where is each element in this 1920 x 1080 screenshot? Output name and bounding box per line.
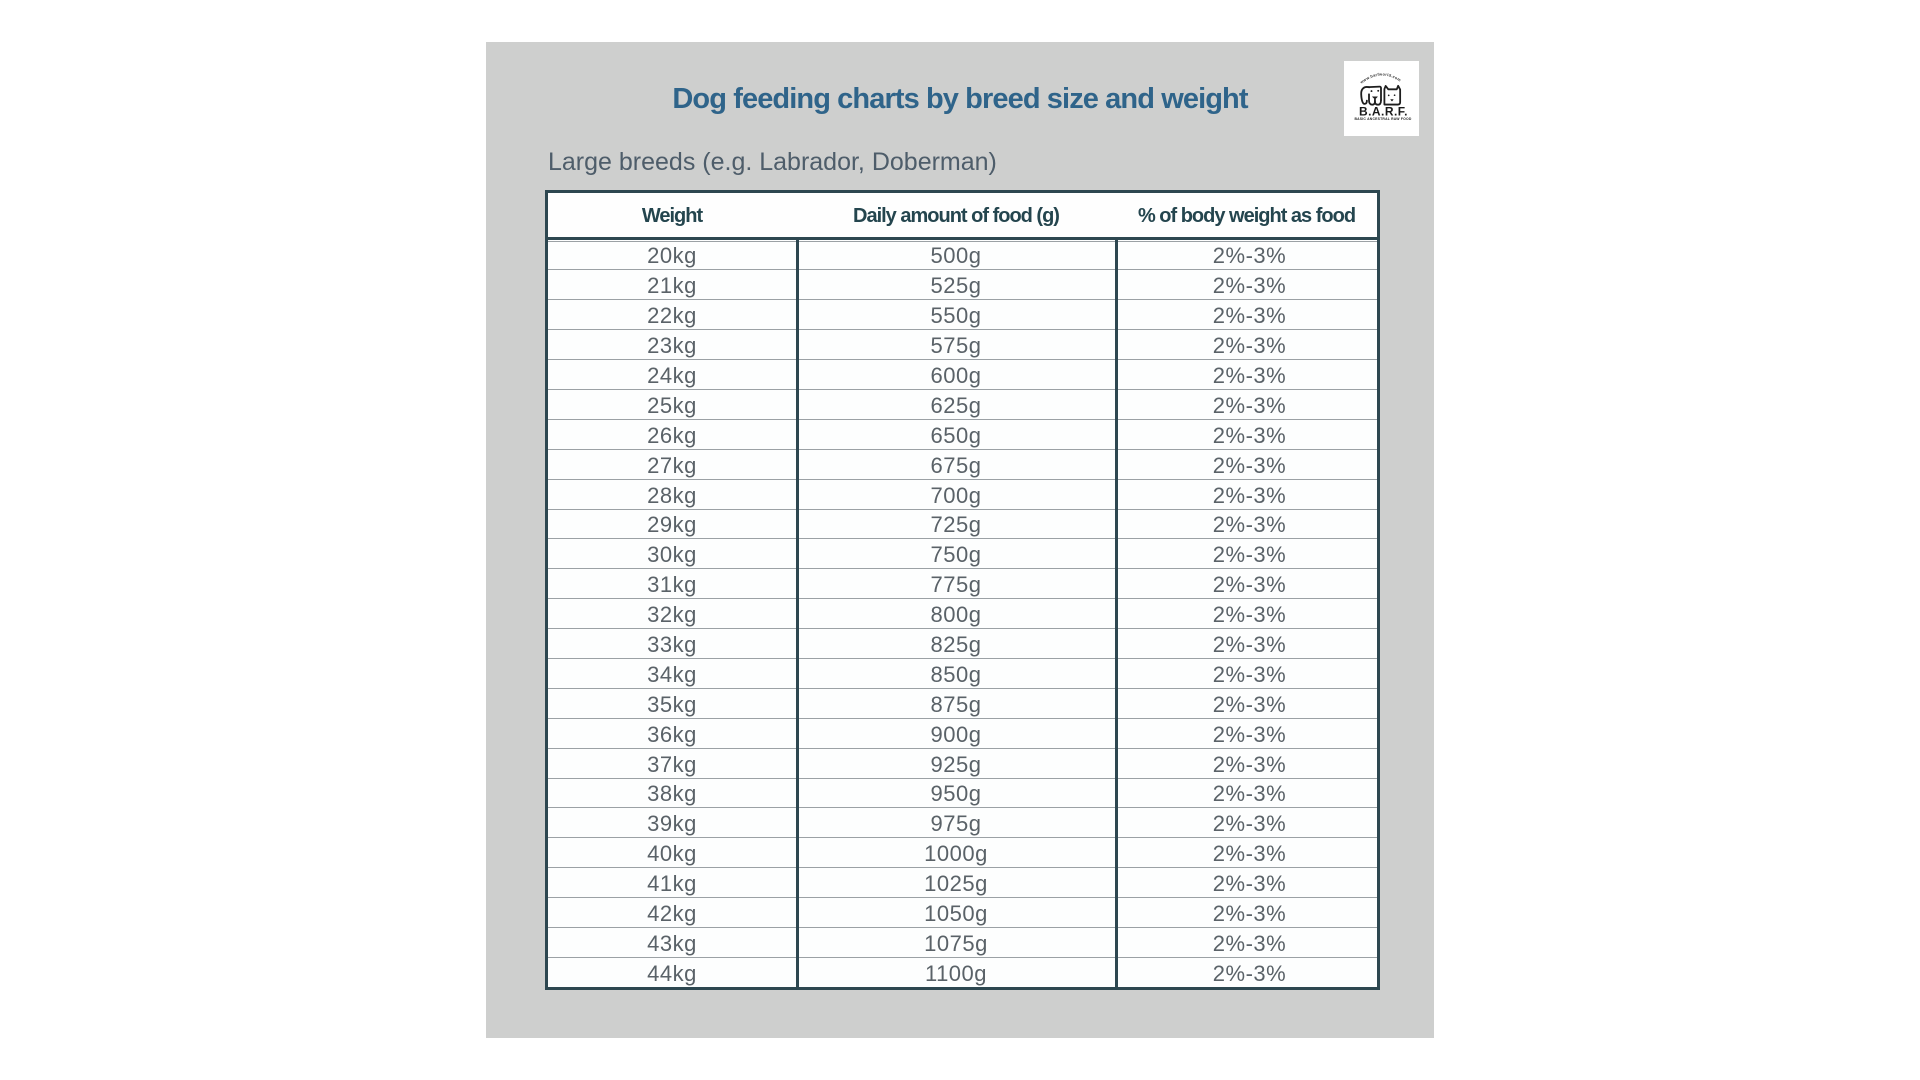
svg-text:B.A.R.F.: B.A.R.F. <box>1359 104 1408 118</box>
svg-text:www.barfworld.com: www.barfworld.com <box>1358 71 1402 85</box>
svg-text:BASIC ANCESTRAL RAW FOOD: BASIC ANCESTRAL RAW FOOD <box>1354 117 1411 121</box>
